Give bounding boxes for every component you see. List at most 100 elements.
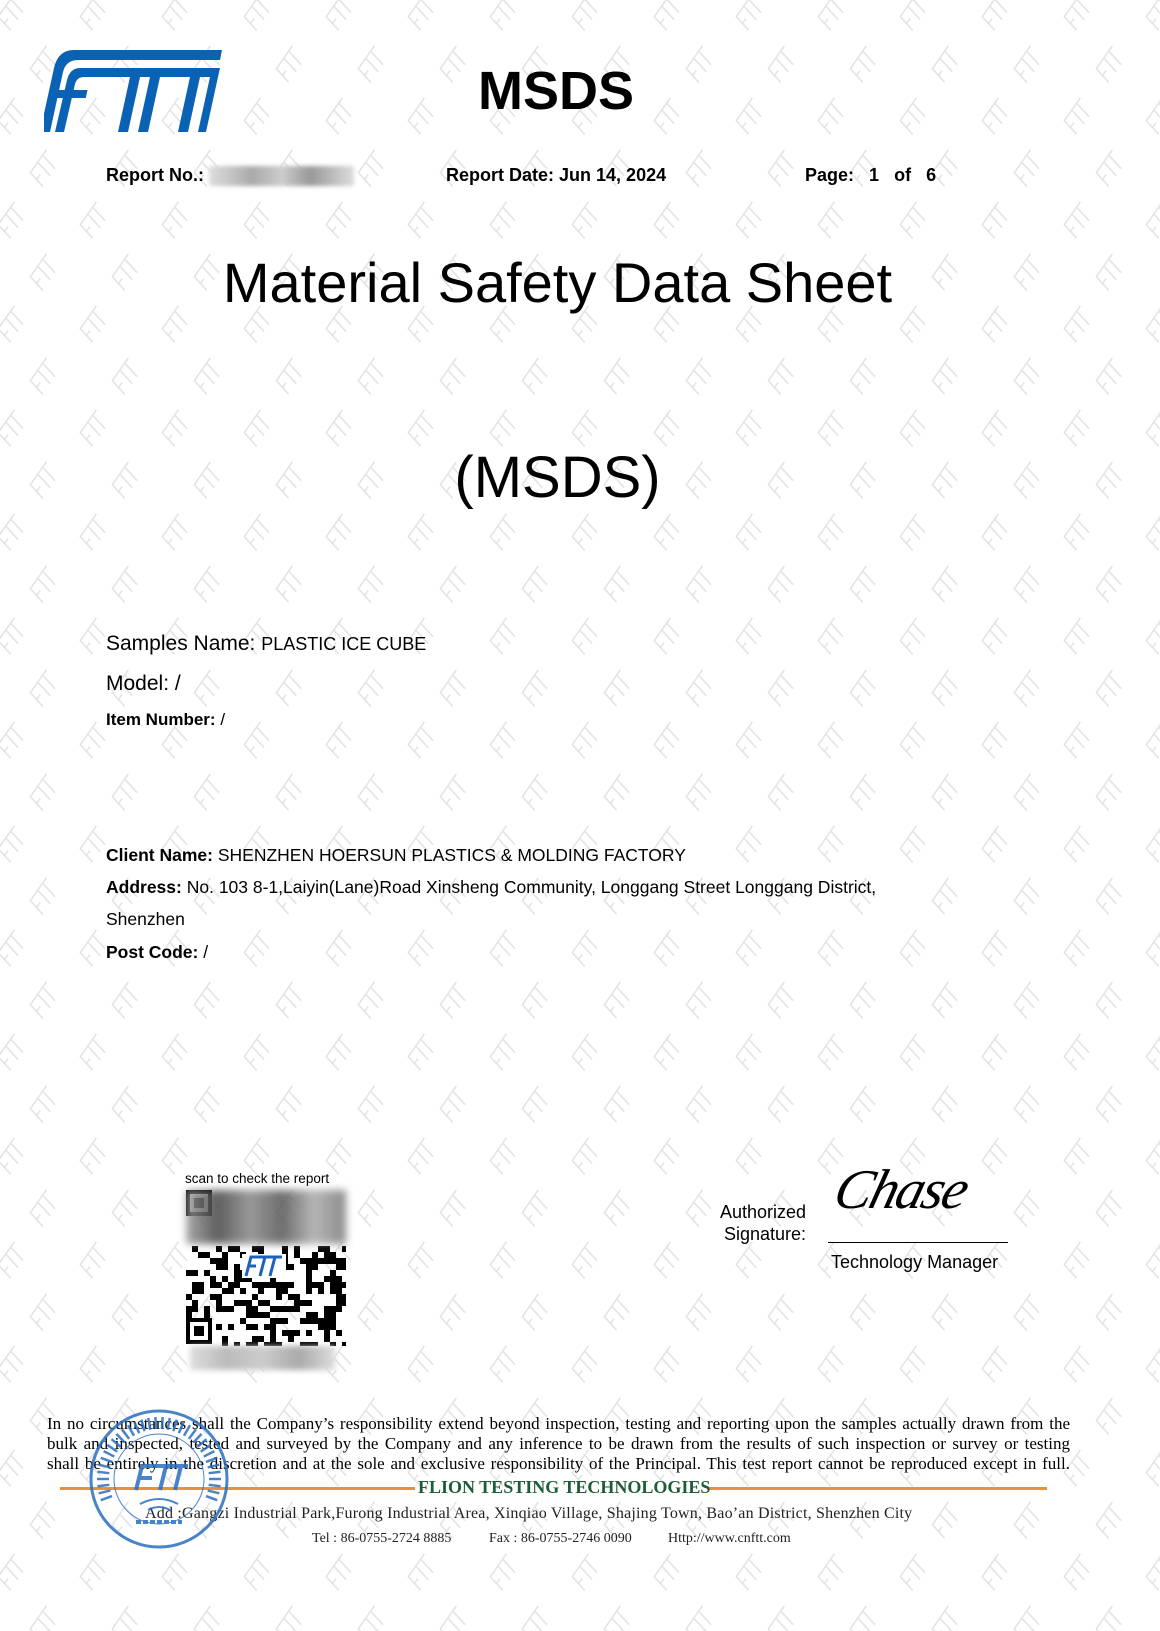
qr-module xyxy=(216,1258,222,1264)
watermark-mark xyxy=(765,980,800,1020)
stamp-ring-mark xyxy=(110,1438,122,1448)
qr-module xyxy=(288,1336,294,1342)
watermark-mark xyxy=(897,616,932,656)
watermark-mark xyxy=(847,668,882,708)
stamp-ring-mark xyxy=(100,1456,113,1464)
watermark-mark xyxy=(569,200,604,240)
watermark-mark xyxy=(273,44,308,84)
watermark-mark xyxy=(77,1344,112,1384)
qr-module xyxy=(222,1258,228,1264)
watermark-mark xyxy=(191,668,226,708)
watermark-mark xyxy=(847,1604,882,1631)
post-code-label: Post Code: xyxy=(106,942,199,962)
qr-module xyxy=(324,1252,330,1258)
watermark-mark xyxy=(765,1292,800,1332)
watermark-mark xyxy=(109,564,144,604)
watermark-mark xyxy=(1143,1032,1160,1072)
watermark-mark xyxy=(487,1240,522,1280)
qr-module xyxy=(324,1324,330,1330)
watermark-mark xyxy=(765,564,800,604)
qr-module xyxy=(222,1288,228,1294)
watermark-mark xyxy=(683,1292,718,1332)
qr-module xyxy=(324,1336,330,1342)
qr-module xyxy=(306,1300,312,1306)
qr-module xyxy=(294,1330,300,1336)
watermark-mark xyxy=(437,772,472,812)
watermark-mark xyxy=(897,96,932,136)
watermark-mark xyxy=(487,616,522,656)
qr-module xyxy=(252,1246,258,1252)
watermark-mark xyxy=(273,1084,308,1124)
watermark-mark xyxy=(1143,512,1160,552)
watermark-mark xyxy=(0,408,30,448)
watermark-mark xyxy=(1143,1448,1160,1488)
watermark-mark xyxy=(1061,1032,1096,1072)
qr-module xyxy=(306,1318,312,1324)
stamp-ring-mark xyxy=(106,1443,118,1453)
watermark-mark xyxy=(27,772,62,812)
watermark-mark xyxy=(683,980,718,1020)
watermark-mark xyxy=(651,512,686,552)
watermark-mark xyxy=(241,1552,276,1592)
watermark-mark xyxy=(651,408,686,448)
watermark-mark xyxy=(569,1136,604,1176)
watermark-mark xyxy=(815,512,850,552)
qr-module xyxy=(312,1342,318,1348)
watermark-mark xyxy=(0,0,30,32)
watermark-mark xyxy=(1143,1552,1160,1592)
qr-module xyxy=(210,1294,216,1300)
address-line2: Shenzhen xyxy=(106,909,185,929)
qr-module xyxy=(264,1324,270,1330)
qr-module xyxy=(204,1252,210,1258)
watermark-mark xyxy=(765,772,800,812)
qr-module xyxy=(258,1300,264,1306)
qr-module xyxy=(312,1252,318,1258)
website[interactable]: Http://www.cnftt.com xyxy=(668,1531,791,1546)
signatory-title: Technology Manager xyxy=(831,1252,999,1272)
watermark-mark xyxy=(929,1292,964,1332)
report-number: Report No.: xyxy=(106,165,355,187)
qr-module xyxy=(258,1336,264,1342)
qr-module xyxy=(252,1306,258,1312)
watermark-mark xyxy=(733,512,768,552)
qr-module xyxy=(324,1306,330,1312)
watermark-mark xyxy=(651,1552,686,1592)
qr-module xyxy=(294,1252,300,1258)
company-stamp xyxy=(89,1409,229,1549)
qr-code[interactable] xyxy=(186,1190,348,1348)
stamp-ring-mark xyxy=(154,1417,158,1430)
watermark-mark xyxy=(1011,564,1046,604)
watermark-mark xyxy=(897,200,932,240)
qr-module xyxy=(324,1312,330,1318)
ftt-logo xyxy=(44,50,222,132)
watermark-mark xyxy=(437,564,472,604)
report-date-label: Report Date: xyxy=(446,165,555,185)
qr-module xyxy=(276,1318,282,1324)
watermark-mark xyxy=(979,1032,1014,1072)
watermark-mark xyxy=(569,0,604,32)
watermark-mark xyxy=(323,1032,358,1072)
watermark-mark xyxy=(765,44,800,84)
watermark-mark xyxy=(1061,1240,1096,1280)
watermark-mark xyxy=(355,356,390,396)
stamp-ring-mark xyxy=(207,1489,220,1495)
qr-module xyxy=(216,1282,222,1288)
watermark-mark xyxy=(159,1344,194,1384)
watermark-mark xyxy=(815,200,850,240)
qr-module xyxy=(270,1324,276,1330)
watermark-mark xyxy=(1011,1292,1046,1332)
qr-module xyxy=(318,1258,324,1264)
watermark-mark xyxy=(765,1604,800,1631)
qr-module xyxy=(264,1300,270,1306)
watermark-mark xyxy=(1011,44,1046,84)
watermark-mark xyxy=(651,96,686,136)
qr-module xyxy=(306,1276,312,1282)
watermark-mark xyxy=(979,512,1014,552)
qr-module xyxy=(318,1324,324,1330)
qr-module xyxy=(210,1276,216,1282)
watermark-mark xyxy=(27,1292,62,1332)
signature-label-line2: Signature: xyxy=(724,1224,807,1244)
watermark-mark xyxy=(27,1604,62,1631)
qr-module xyxy=(258,1282,264,1288)
